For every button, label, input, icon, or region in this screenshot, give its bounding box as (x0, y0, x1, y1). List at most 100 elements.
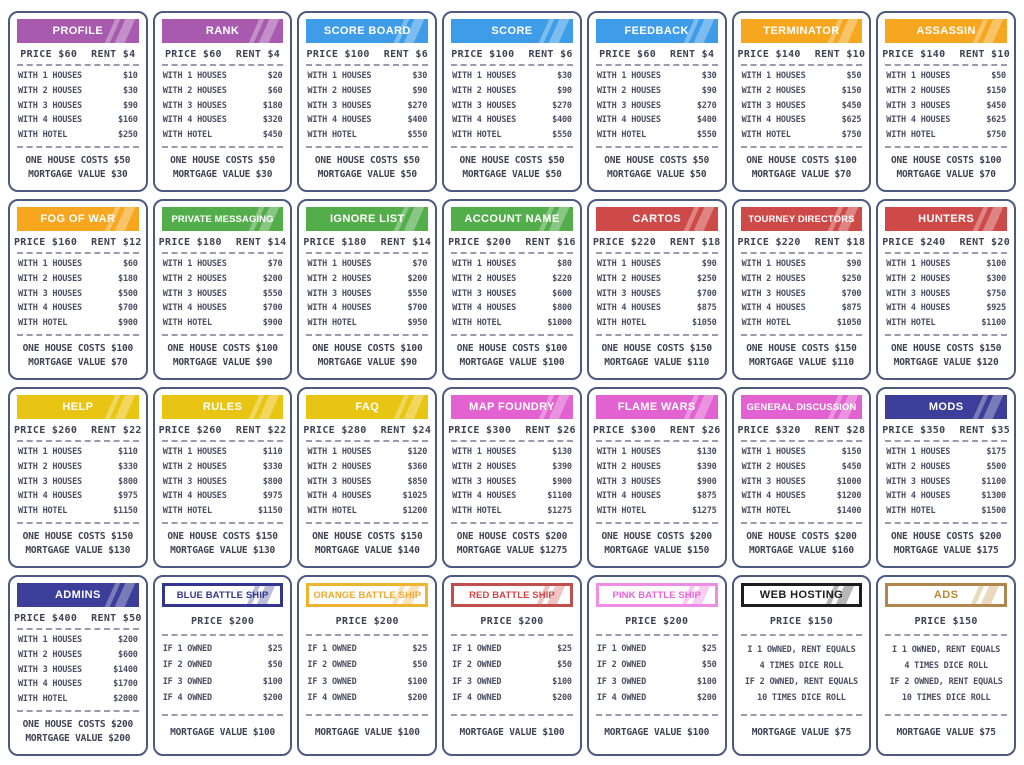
rent-row: WITH HOTEL $1100 (886, 318, 1006, 328)
footer-line: ONE HOUSE COSTS $100 (456, 342, 568, 354)
rent-row-value: $10 (122, 71, 138, 82)
dashed-divider (17, 64, 139, 66)
rent-row: WITH 4 HOUSES $625 (886, 115, 1006, 125)
footer-line: MORTGAGE VALUE $160 (748, 545, 854, 557)
rent-row-value: $200 (262, 274, 283, 285)
rent-row-label: WITH HOTEL (307, 506, 357, 517)
rent-row-label: IF 1 OWNED (162, 644, 212, 655)
dashed-divider (17, 628, 139, 630)
rent-row: WITH HOTEL $450 (163, 130, 283, 140)
rent-row-label: WITH 3 HOUSES (886, 476, 951, 487)
rent-row-label: WITH 3 HOUSES (741, 476, 806, 487)
rent-row-label: WITH 2 HOUSES (596, 86, 661, 97)
card-general-discussion: GENERAL DISCUSSION PRICE $320 RENT $28 WITH… (731, 387, 872, 568)
rent-row-value: $1150 (113, 506, 138, 517)
footer-line: MORTGAGE VALUE $100 (314, 727, 420, 739)
rent-row-value: $90 (701, 259, 717, 270)
rent-value: RENT $20 (959, 237, 1011, 248)
rent-row-value: $130 (696, 447, 717, 458)
rent-row: WITH 2 HOUSES $390 (452, 462, 572, 472)
rent-table: WITH 1 HOUSES $10 WITH 2 HOUSES $30 WITH 3 H… (16, 68, 140, 144)
footer-line: ONE HOUSE COSTS $100 (312, 342, 423, 354)
rent-row: WITH 2 HOUSES $450 (742, 462, 862, 472)
price-line: PRICE $200 RENT $16 (448, 233, 575, 250)
rent-row-value: $1050 (836, 318, 862, 329)
rent-row-label: IF 4 OWNED (307, 693, 357, 704)
rent-row-label: WITH HOTEL (18, 694, 68, 705)
rent-row-label: WITH 1 HOUSES (162, 259, 227, 270)
rent-row-label: WITH 3 HOUSES (452, 476, 517, 487)
price-line: PRICE $200 (450, 609, 574, 632)
rent-table: WITH 1 HOUSES $30 WITH 2 HOUSES $90 WITH 3 H… (595, 68, 719, 144)
utility-rent-line: I 1 OWNED, RENT EQUALS (892, 645, 1001, 656)
card-footer: MORTGAGE VALUE $100 (305, 718, 429, 747)
rent-row-value: $130 (552, 447, 572, 458)
card-header: FEEDBACK (595, 19, 718, 43)
rent-row: WITH 4 HOUSES $700 (163, 303, 283, 313)
rent-value: RENT $4 (670, 49, 715, 60)
price-value: PRICE $60 (164, 49, 222, 60)
rent-row-value: $975 (118, 491, 138, 502)
rent-row: WITH 4 HOUSES $700 (18, 303, 138, 313)
rent-row-label: WITH HOTEL (162, 506, 212, 517)
rent-row: WITH HOTEL $900 (18, 318, 138, 328)
footer-line: MORTGAGE VALUE $110 (604, 357, 710, 369)
rent-row-value: $600 (552, 288, 572, 299)
rent-row-value: $90 (557, 86, 572, 97)
rent-row-label: IF 2 OWNED (452, 660, 502, 671)
rent-row-label: WITH 2 HOUSES (307, 274, 372, 285)
rent-row: WITH 2 HOUSES $250 (742, 274, 862, 284)
card-title: SCORE BOARD (323, 25, 411, 37)
card-header: PRIVATE MESSAGING (161, 207, 284, 231)
rent-row-value: $300 (986, 274, 1006, 285)
rent-row-label: WITH 3 HOUSES (596, 100, 661, 111)
rent-row-label: WITH 3 HOUSES (18, 664, 82, 675)
card-footer: ONE HOUSE COSTS $200 MORTGAGE VALUE $175 (884, 526, 1008, 559)
dashed-divider (885, 333, 1007, 336)
rent-row-value: $550 (696, 130, 717, 141)
rent-row-value: $25 (412, 644, 428, 655)
rent-table: IF 1 OWNED $25 IF 2 OWNED $50 IF 3 OWNED $100… (595, 638, 719, 712)
rent-row-label: WITH 1 HOUSES (452, 71, 517, 82)
price-line: PRICE $300 RENT $26 (593, 421, 720, 438)
price-value: PRICE $280 (303, 425, 367, 436)
rent-row-value: $1150 (257, 506, 283, 517)
dashed-divider (595, 64, 718, 66)
rent-row: WITH HOTEL $1200 (307, 506, 427, 516)
rent-row: WITH HOTEL $2000 (18, 694, 138, 704)
rent-value: RENT $4 (235, 49, 281, 60)
footer-line: MORTGAGE VALUE $100 (459, 357, 565, 369)
rent-row-label: WITH 4 HOUSES (886, 115, 951, 126)
rent-row: WITH 4 HOUSES $875 (597, 303, 717, 313)
rent-row-label: WITH 3 HOUSES (452, 288, 517, 299)
dashed-divider (740, 64, 863, 66)
rent-row: WITH 4 HOUSES $320 (163, 115, 283, 125)
rent-row-label: WITH 1 HOUSES (452, 259, 517, 270)
rent-row-label: WITH 4 HOUSES (596, 115, 661, 126)
rent-row-label: WITH 4 HOUSES (886, 303, 951, 314)
rent-row: WITH HOTEL $550 (597, 130, 717, 140)
rent-row-label: WITH 2 HOUSES (741, 462, 806, 473)
rent-row: WITH HOTEL $1150 (163, 506, 283, 516)
rent-row: WITH 4 HOUSES $925 (886, 303, 1006, 313)
footer-line: MORTGAGE VALUE $70 (896, 169, 996, 181)
rent-row: WITH 2 HOUSES $500 (886, 462, 1006, 472)
rent-row: WITH 3 HOUSES $550 (163, 289, 283, 299)
card-footer: ONE HOUSE COSTS $50 MORTGAGE VALUE $50 (450, 150, 574, 183)
dashed-divider (17, 145, 139, 148)
rent-row-label: WITH 4 HOUSES (596, 303, 661, 314)
rent-row-label: WITH HOTEL (596, 506, 647, 517)
rent-row-value: $1000 (836, 476, 862, 487)
rent-row-value: $1100 (981, 318, 1006, 329)
dashed-divider (306, 440, 429, 442)
rent-row: WITH 3 HOUSES $800 (18, 477, 138, 487)
price-value: PRICE $200 (448, 237, 512, 248)
card-header: HUNTERS (885, 207, 1007, 231)
rent-row-value: $50 (557, 660, 572, 671)
price-line: PRICE $220 RENT $18 (593, 233, 720, 250)
rent-row-label: WITH HOTEL (307, 318, 357, 329)
price-line: PRICE $140 RENT $10 (738, 45, 865, 62)
card-footer: MORTGAGE VALUE $75 (740, 718, 864, 747)
rent-row-label: WITH 1 HOUSES (162, 447, 227, 458)
rent-row-value: $50 (267, 660, 283, 671)
